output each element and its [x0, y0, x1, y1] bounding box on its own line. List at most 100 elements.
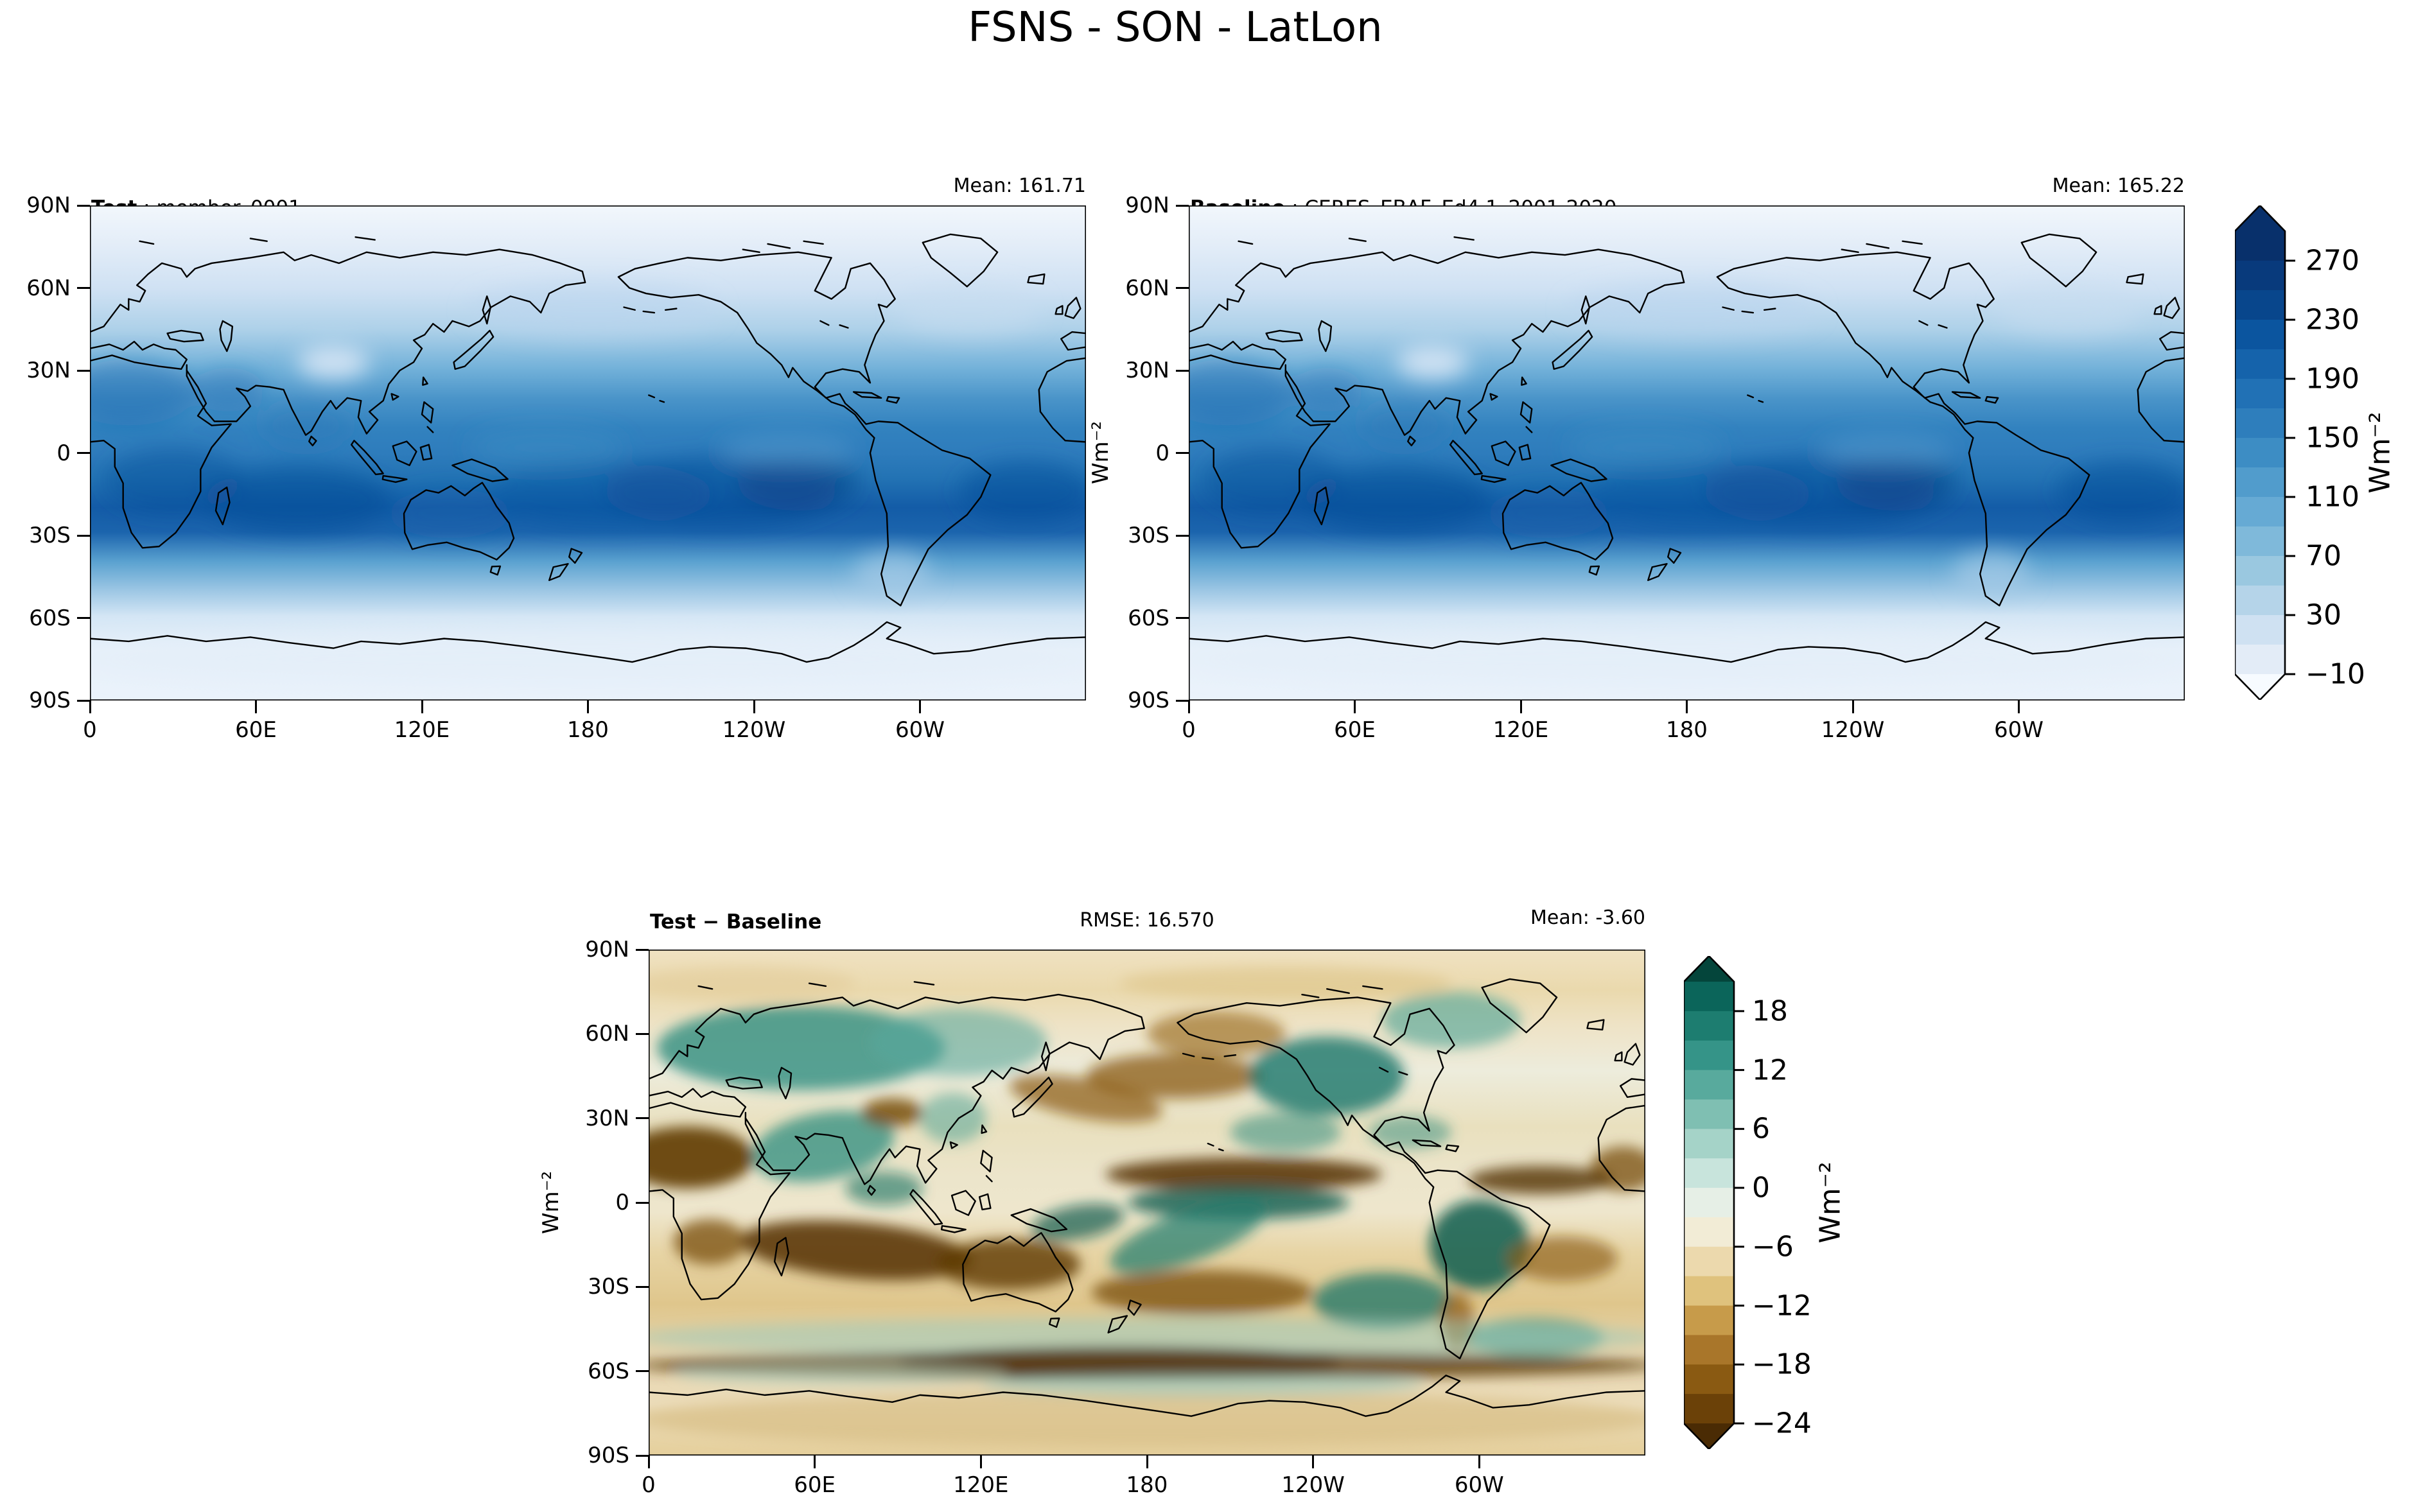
lat-tick-label: 90N — [26, 193, 71, 218]
lon-tick-mark — [1312, 1456, 1315, 1468]
lat-tick-label: 30S — [1128, 523, 1169, 548]
colorbar-tick-label: −12 — [1752, 1289, 1812, 1323]
lon-tick-mark — [1187, 700, 1190, 713]
lon-tick-mark — [1519, 700, 1522, 713]
lat-tick-mark — [1176, 204, 1189, 207]
lat-tick-mark — [1176, 699, 1189, 702]
lon-tick-mark — [647, 1456, 650, 1468]
lat-tick-mark — [77, 534, 90, 537]
colorbar-tick-label: 0 — [1752, 1171, 1770, 1204]
lon-tick-mark — [89, 700, 91, 713]
lat-tick-label: 30S — [588, 1274, 629, 1300]
lat-tick-mark — [77, 287, 90, 289]
lat-tick-label: 30S — [29, 523, 71, 548]
lat-tick-mark — [1176, 369, 1189, 372]
lat-tick-label: 90S — [1128, 688, 1169, 713]
colorbar-tick-label: 30 — [2306, 598, 2342, 632]
lon-tick-mark — [919, 700, 921, 713]
lon-tick-mark — [255, 700, 257, 713]
lat-tick-mark — [77, 204, 90, 207]
figure-title: FSNS - SON - LatLon — [968, 4, 1383, 51]
lon-tick-label: 60E — [235, 717, 277, 743]
stat-mean: Mean: 161.71 — [953, 175, 1086, 197]
lat-tick-mark — [77, 452, 90, 454]
lon-tick-label: 180 — [567, 717, 609, 743]
lon-tick-mark — [2018, 700, 2020, 713]
lon-tick-label: 120W — [722, 717, 786, 743]
lat-tick-mark — [77, 369, 90, 372]
lon-tick-label: 0 — [1182, 717, 1196, 743]
lat-tick-label: 60N — [26, 275, 71, 301]
test-map — [90, 205, 1086, 700]
lon-tick-label: 120W — [1821, 717, 1885, 743]
lon-tick-mark — [814, 1456, 816, 1468]
baseline-units-label: Wm⁻² — [1088, 421, 1114, 485]
colorbar-units-label: Wm⁻² — [1814, 1161, 1847, 1244]
colorbar-tick-label: 18 — [1752, 995, 1788, 1028]
lat-tick-mark — [1176, 617, 1189, 619]
lat-tick-label: 30N — [26, 358, 71, 383]
lon-tick-label: 120E — [1492, 717, 1549, 743]
lon-tick-label: 0 — [642, 1472, 656, 1498]
lon-tick-label: 180 — [1666, 717, 1708, 743]
lon-tick-mark — [1851, 700, 1854, 713]
colorbar-tick-label: 6 — [1752, 1112, 1770, 1145]
lon-tick-mark — [1354, 700, 1356, 713]
lat-tick-label: 30N — [1125, 358, 1169, 383]
lat-tick-label: 0 — [615, 1190, 629, 1215]
lat-tick-label: 0 — [1155, 440, 1169, 466]
lon-tick-label: 60E — [1334, 717, 1376, 743]
lon-tick-label: 120E — [394, 717, 450, 743]
lon-tick-label: 120W — [1281, 1472, 1345, 1498]
absolute-colorbar — [2235, 205, 2295, 700]
colorbar-tick-label: 70 — [2306, 539, 2342, 573]
lat-tick-mark — [636, 1117, 649, 1120]
colorbar-tick-label: 270 — [2306, 244, 2359, 277]
colorbar-tick-label: −6 — [1752, 1230, 1794, 1264]
colorbar-tick-label: −18 — [1752, 1348, 1812, 1381]
lon-tick-mark — [753, 700, 755, 713]
lat-tick-label: 0 — [57, 440, 71, 466]
lon-tick-mark — [587, 700, 589, 713]
lon-tick-label: 120E — [953, 1472, 1009, 1498]
lat-tick-label: 60N — [1125, 275, 1169, 301]
lon-tick-label: 0 — [83, 717, 97, 743]
colorbar-tick-label: −24 — [1752, 1407, 1812, 1440]
diff-panel-header: Test − Baseline — [650, 910, 822, 934]
colorbar-tick-label: 190 — [2306, 362, 2359, 395]
lon-tick-mark — [1478, 1456, 1480, 1468]
lat-tick-mark — [77, 617, 90, 619]
lat-tick-label: 90S — [588, 1443, 629, 1468]
difference-colorbar — [1684, 956, 1744, 1449]
lat-tick-mark — [636, 1032, 649, 1035]
lon-tick-label: 60E — [794, 1472, 836, 1498]
colorbar-tick-label: −10 — [2306, 657, 2365, 691]
lat-tick-mark — [77, 699, 90, 702]
lon-tick-label: 60W — [895, 717, 945, 743]
colorbar-tick-label: 150 — [2306, 421, 2359, 455]
lon-tick-mark — [1146, 1456, 1148, 1468]
lat-tick-label: 60S — [1128, 605, 1169, 631]
baseline-map — [1189, 205, 2185, 700]
lat-tick-label: 60S — [29, 605, 71, 631]
colorbar-units-label: Wm⁻² — [2363, 412, 2397, 494]
colorbar-tick-label: 12 — [1752, 1054, 1788, 1087]
lat-tick-label: 90S — [29, 688, 71, 713]
rmse-value: RMSE: 16.570 — [1080, 909, 1214, 932]
lon-tick-label: 60W — [1994, 717, 2044, 743]
diff-units-label: Wm⁻² — [538, 1170, 564, 1235]
lat-tick-label: 90N — [1125, 193, 1169, 218]
lat-tick-mark — [1176, 534, 1189, 537]
lat-tick-mark — [636, 1454, 649, 1457]
lat-tick-mark — [636, 1370, 649, 1373]
lat-tick-mark — [1176, 287, 1189, 289]
lon-tick-mark — [979, 1456, 982, 1468]
lon-tick-label: 60W — [1454, 1472, 1504, 1498]
diff-map — [649, 950, 1645, 1456]
colorbar-tick-label: 110 — [2306, 480, 2359, 514]
lat-tick-label: 90N — [585, 937, 629, 962]
lat-tick-mark — [636, 1285, 649, 1288]
lat-tick-mark — [1176, 452, 1189, 454]
lat-tick-mark — [636, 1201, 649, 1204]
